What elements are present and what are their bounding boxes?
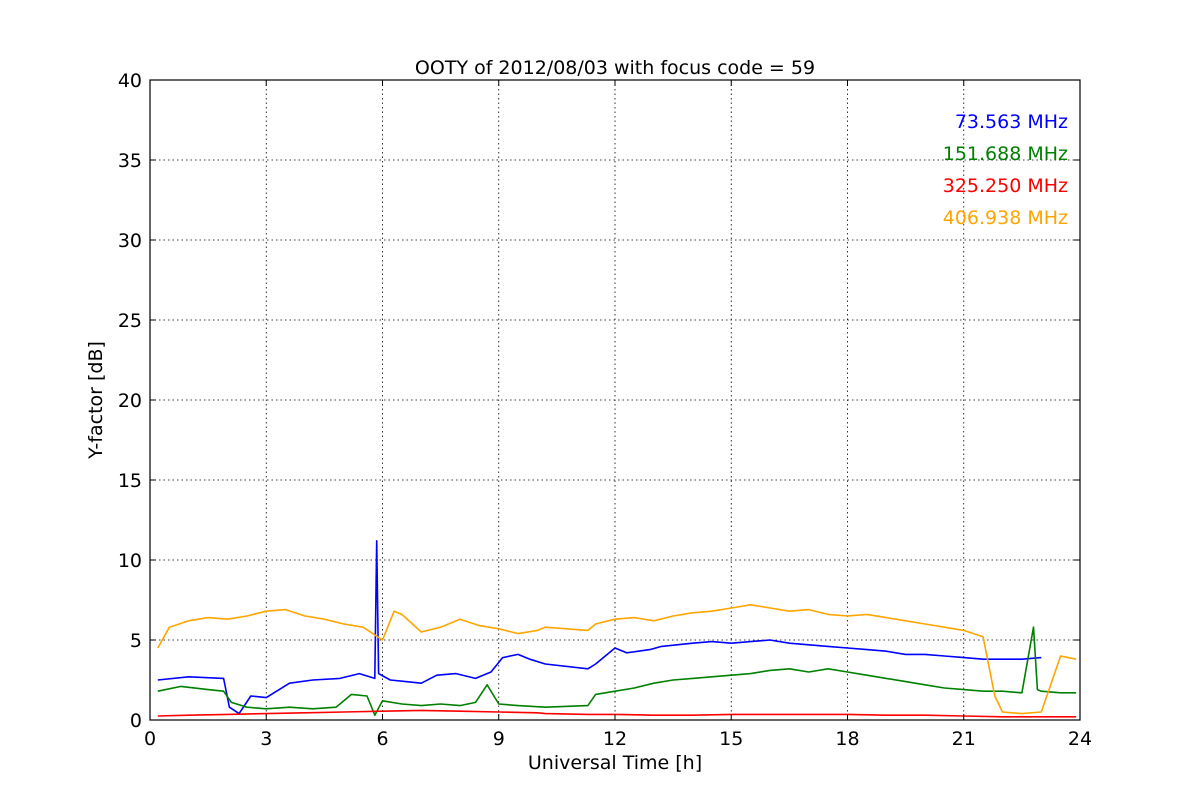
x-tick-label: 18 xyxy=(835,728,859,750)
y-tick-label: 10 xyxy=(118,550,142,572)
series-line xyxy=(157,539,1042,715)
y-tick-label: 15 xyxy=(118,470,142,492)
axis-ticks: 0 3 6 9 12 15 18 21 24 0 5 10 15 20 25 30 35 40 xyxy=(118,70,1092,750)
y-tick-label: 20 xyxy=(118,390,142,412)
y-tick-label: 30 xyxy=(118,230,142,252)
y-tick-label: 0 xyxy=(130,710,142,732)
plot-area xyxy=(157,539,1077,718)
y-tick-label: 40 xyxy=(118,70,142,92)
x-tick-label: 24 xyxy=(1068,728,1092,750)
x-tick-label: 9 xyxy=(493,728,505,750)
x-axis-label: Universal Time [h] xyxy=(528,752,702,774)
y-tick-label: 5 xyxy=(130,630,142,652)
series-line xyxy=(157,709,1077,718)
series-line xyxy=(157,603,1077,715)
x-tick-label: 12 xyxy=(603,728,627,750)
legend-entry: 406.938 MHz xyxy=(943,207,1068,229)
legend: 73.563 MHz 151.688 MHz 325.250 MHz 406.938 … xyxy=(943,111,1068,229)
legend-entry: 325.250 MHz xyxy=(943,175,1068,197)
chart-title: OOTY of 2012/08/03 with focus code = 59 xyxy=(415,57,815,79)
legend-entry: 151.688 MHz xyxy=(943,143,1068,165)
y-axis-label: Y-factor [dB] xyxy=(85,341,107,460)
x-tick-label: 21 xyxy=(952,728,976,750)
legend-entry: 73.563 MHz xyxy=(955,111,1068,133)
y-tick-label: 25 xyxy=(118,310,142,332)
series-line xyxy=(157,626,1077,717)
x-tick-label: 15 xyxy=(719,728,743,750)
x-tick-label: 6 xyxy=(376,728,388,750)
x-tick-label: 0 xyxy=(144,728,156,750)
x-tick-label: 3 xyxy=(260,728,272,750)
y-tick-label: 35 xyxy=(118,150,142,172)
